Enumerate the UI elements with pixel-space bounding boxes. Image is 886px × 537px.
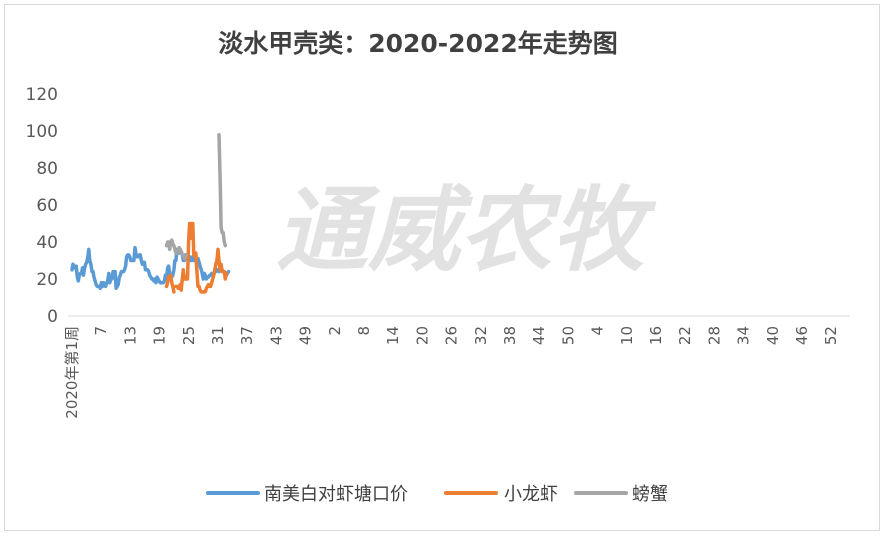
x-tick-label: 37: [238, 326, 256, 345]
x-tick-label: 32: [472, 326, 490, 345]
x-tick-label: 10: [618, 326, 636, 345]
legend: 南美白对虾塘口价 小龙虾 螃蟹: [206, 484, 668, 505]
y-tick-label: 60: [36, 196, 58, 216]
series-line-0: [70, 245, 231, 291]
x-axis: 2020年第1周 7 13 19 25 31 37 43 49 2 8 14 20 26 32 38 44 50 4…: [63, 326, 840, 419]
y-tick-label: 0: [47, 307, 58, 327]
x-tick-label: 52: [822, 326, 840, 345]
x-tick-label: 7: [92, 326, 110, 336]
x-tick-label: 31: [209, 326, 227, 345]
x-tick-label: 26: [443, 326, 461, 345]
x-tick-label: 13: [121, 326, 139, 345]
series-line-1: [164, 221, 229, 294]
x-tick-label: 28: [705, 326, 723, 345]
x-tick-label: 44: [530, 326, 548, 345]
chart-frame: [4, 4, 880, 531]
chart-title: 淡水甲壳类：2020-2022年走势图: [218, 29, 618, 58]
series-layer: [70, 132, 231, 294]
x-tick-label: 8: [355, 326, 373, 336]
x-tick-label: 43: [267, 326, 285, 345]
x-tick-label: 50: [559, 326, 577, 345]
legend-label-2: 螃蟹: [632, 484, 668, 505]
x-tick-label: 40: [764, 326, 782, 345]
x-tick-label: 14: [384, 326, 402, 345]
x-tick-label: 22: [676, 326, 694, 345]
x-tick-label: 25: [180, 326, 198, 345]
x-tick-label: 2020年第1周: [63, 326, 81, 419]
y-tick-label: 80: [36, 159, 58, 179]
x-tick-label: 20: [413, 326, 431, 345]
legend-label-0: 南美白对虾塘口价: [264, 484, 408, 505]
y-tick-label: 20: [36, 270, 58, 290]
x-tick-label: 46: [793, 326, 811, 345]
y-tick-label: 40: [36, 233, 58, 253]
legend-label-1: 小龙虾: [504, 484, 558, 505]
x-tick-label: 19: [151, 326, 169, 345]
x-tick-label: 38: [501, 326, 519, 345]
x-tick-label: 49: [297, 326, 315, 345]
y-tick-label: 100: [26, 122, 58, 142]
x-tick-label: 2: [326, 326, 344, 336]
x-tick-label: 16: [647, 326, 665, 345]
y-axis: 0 20 40 60 80 100 120: [26, 85, 58, 327]
x-tick-label: 4: [589, 326, 607, 336]
y-tick-label: 120: [26, 85, 58, 105]
series-line-2: [164, 132, 228, 261]
x-tick-label: 34: [735, 326, 753, 345]
watermark: 通威农牧: [276, 177, 657, 284]
